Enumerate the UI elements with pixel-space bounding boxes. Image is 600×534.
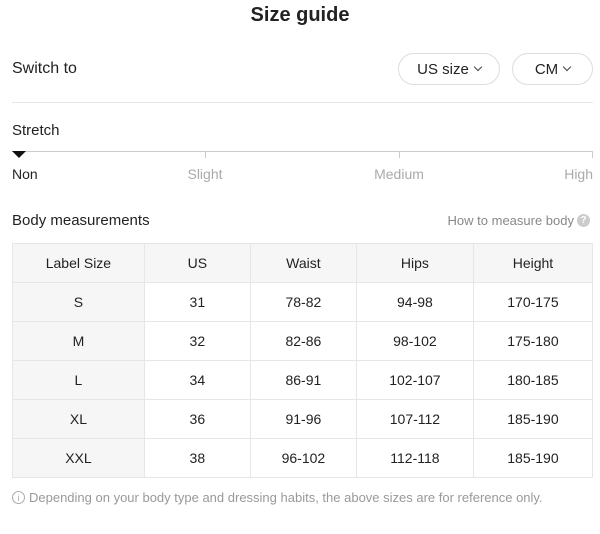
- table-cell: 36: [143, 399, 251, 439]
- column-header: Hips: [355, 243, 474, 283]
- table-cell: 102-107: [355, 360, 474, 400]
- table-cell: L: [12, 360, 145, 400]
- table-cell: 107-112: [355, 399, 474, 439]
- table-cell: XL: [12, 399, 145, 439]
- table-cell: 31: [143, 282, 251, 322]
- table-cell: 180-185: [472, 360, 594, 400]
- table-cell: 82-86: [249, 321, 357, 361]
- table-cell: 185-190: [472, 399, 594, 439]
- reference-note: i Depending on your body type and dressi…: [12, 490, 543, 505]
- table-cell: 185-190: [472, 438, 594, 478]
- stretch-tick: [399, 151, 400, 158]
- chevron-down-icon: [473, 62, 483, 72]
- stretch-level-non: Non: [12, 166, 38, 182]
- stretch-marker-icon: [12, 151, 26, 158]
- table-row: XXL 38 96-102 112-118 185-190: [12, 438, 594, 478]
- size-system-value: US size: [417, 60, 469, 78]
- table-cell: 96-102: [249, 438, 357, 478]
- table-cell: 98-102: [355, 321, 474, 361]
- table-cell: 170-175: [472, 282, 594, 322]
- table-cell: 175-180: [472, 321, 594, 361]
- stretch-level-medium: Medium: [374, 166, 424, 182]
- page-title: Size guide: [250, 4, 350, 26]
- table-cell: 34: [143, 360, 251, 400]
- chevron-down-icon: [562, 62, 572, 72]
- stretch-label: Stretch: [12, 122, 60, 139]
- unit-value: CM: [534, 60, 559, 78]
- stretch-tick: [205, 151, 206, 158]
- stretch-scale: [12, 151, 593, 152]
- body-measurements-title: Body measurements: [12, 212, 150, 229]
- column-header: US: [143, 243, 251, 283]
- table-cell: XXL: [12, 438, 145, 478]
- table-row: S 31 78-82 94-98 170-175: [12, 282, 594, 322]
- table-cell: 91-96: [249, 399, 357, 439]
- stretch-level-slight: Slight: [187, 166, 223, 182]
- table-row: M 32 82-86 98-102 175-180: [12, 321, 594, 361]
- info-icon: i: [12, 491, 25, 504]
- table-cell: S: [12, 282, 145, 322]
- size-system-dropdown[interactable]: US size: [398, 53, 500, 85]
- table-row: L 34 86-91 102-107 180-185: [12, 360, 594, 400]
- table-cell: 32: [143, 321, 251, 361]
- divider: [12, 102, 593, 103]
- switch-label: Switch to: [12, 60, 77, 77]
- table-cell: 86-91: [249, 360, 357, 400]
- table-cell: 38: [143, 438, 251, 478]
- column-header: Height: [472, 243, 594, 283]
- table-cell: 78-82: [249, 282, 357, 322]
- column-header: Waist: [249, 243, 357, 283]
- table-cell: M: [12, 321, 145, 361]
- table-row: XL 36 91-96 107-112 185-190: [12, 399, 594, 439]
- size-table: Label Size US Waist Hips Height S 31 78-82 94-98…: [12, 243, 594, 478]
- how-to-measure-label: How to measure body: [447, 213, 574, 228]
- column-header: Label Size: [12, 243, 145, 283]
- table-cell: 112-118: [355, 438, 474, 478]
- stretch-level-high: High: [564, 166, 593, 182]
- question-icon: ?: [577, 214, 590, 227]
- table-cell: 94-98: [355, 282, 474, 322]
- table-header-row: Label Size US Waist Hips Height: [12, 243, 594, 283]
- how-to-measure-link[interactable]: How to measure body ?: [448, 213, 590, 228]
- note-text: Depending on your body type and dressing…: [29, 490, 543, 505]
- unit-dropdown[interactable]: CM: [512, 53, 593, 85]
- stretch-tick: [592, 151, 593, 158]
